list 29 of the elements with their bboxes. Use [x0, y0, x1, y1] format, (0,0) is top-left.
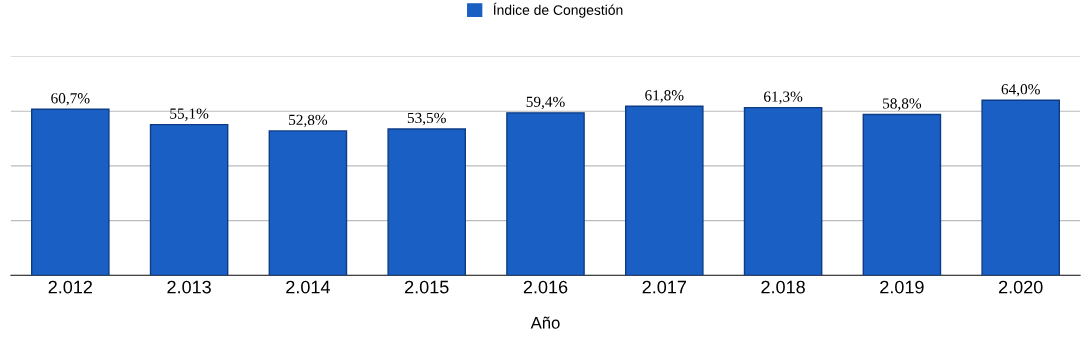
- x-tick-label: 2.013: [167, 280, 211, 294]
- x-tick-label: 2.018: [761, 280, 805, 294]
- bar: [506, 112, 585, 276]
- data-label: 64,0%: [1001, 84, 1040, 97]
- bar: [624, 105, 704, 276]
- data-label: 55,1%: [170, 108, 209, 121]
- data-label: 61,8%: [645, 90, 684, 103]
- bar: [743, 106, 823, 276]
- x-tick-label: 2.017: [642, 280, 686, 294]
- x-tick-label: 2.014: [286, 280, 330, 294]
- x-axis-title: Año: [530, 316, 560, 329]
- x-tick-label: 2.019: [880, 280, 924, 294]
- x-tick-label: 2.012: [48, 280, 92, 294]
- x-tick-label: 2.016: [523, 280, 568, 294]
- bar: [981, 99, 1060, 276]
- data-label: 61,3%: [764, 91, 803, 104]
- data-label: 59,4%: [526, 96, 565, 110]
- data-label: 58,8%: [883, 98, 922, 111]
- bar: [31, 108, 110, 276]
- legend-label: Índice de Congestión: [493, 2, 623, 18]
- bar: [387, 128, 467, 276]
- x-tick-label: 2.015: [405, 280, 449, 294]
- data-label: 60,7%: [51, 93, 90, 106]
- data-label: 52,8%: [289, 114, 328, 128]
- bar: [268, 130, 348, 276]
- bar: [149, 123, 229, 276]
- data-label: 53,5%: [407, 112, 446, 126]
- bar: [862, 113, 942, 276]
- x-tick-label: 2.020: [999, 280, 1043, 294]
